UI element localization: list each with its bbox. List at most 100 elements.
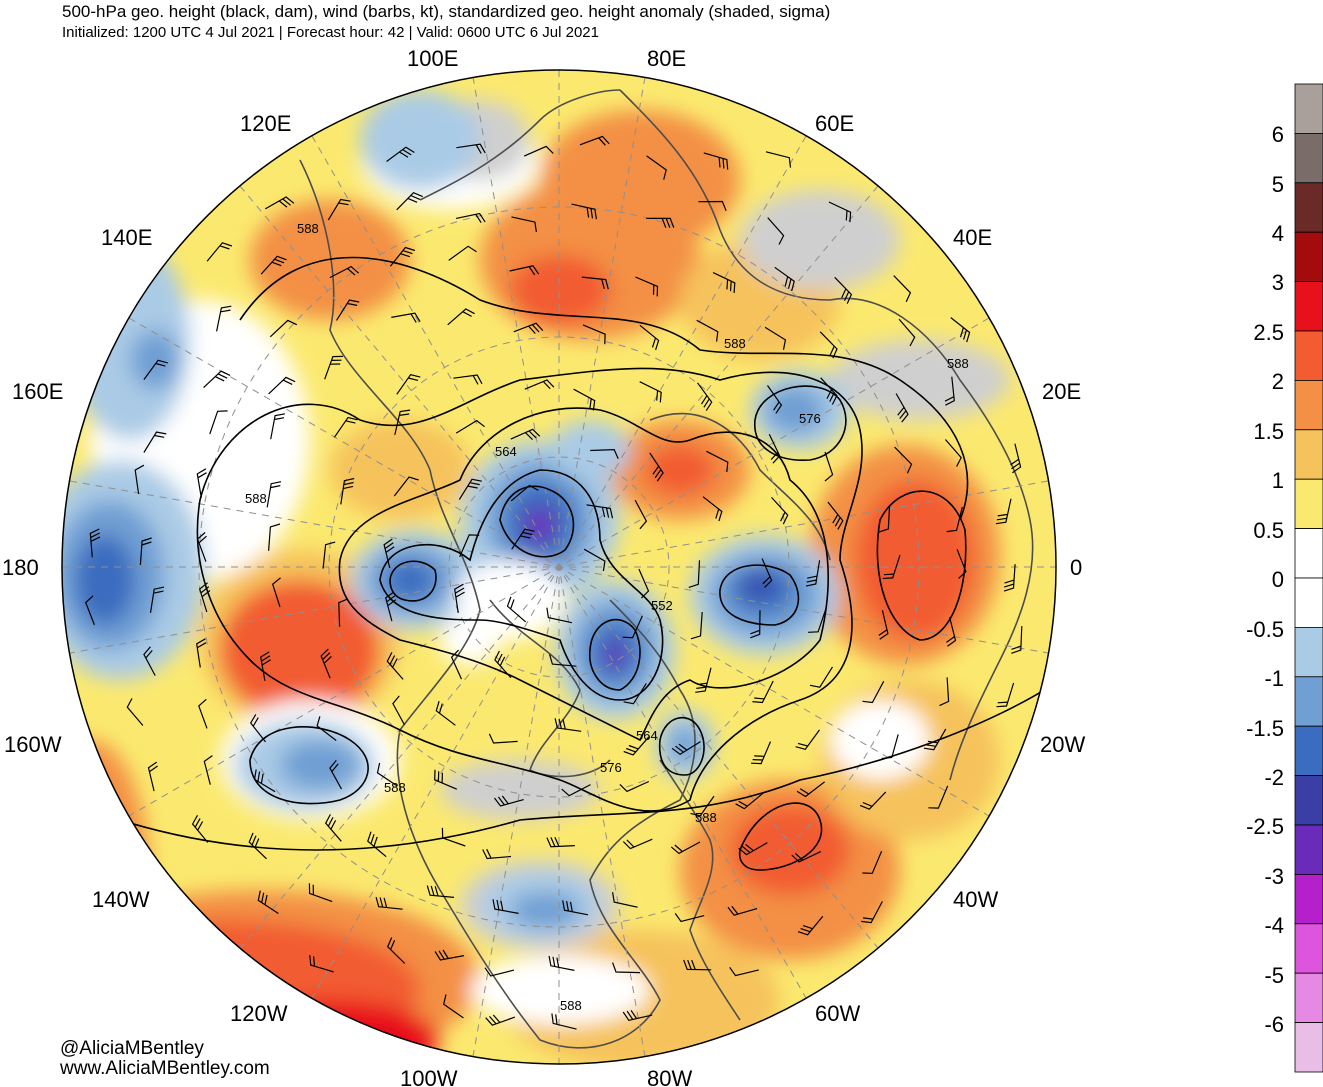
wind-barb — [690, 795, 715, 817]
longitude-label: 100E — [407, 46, 458, 71]
wind-barb — [882, 554, 901, 580]
wind-barb — [329, 760, 343, 790]
wind-barb — [253, 769, 276, 793]
wind-barb — [878, 610, 889, 640]
wind-barb — [638, 568, 650, 599]
wind-barb — [322, 541, 336, 569]
longitude-label: 0 — [1070, 555, 1082, 580]
wind-barb — [1003, 564, 1016, 592]
wind-barb — [828, 201, 852, 223]
colorbar-swatch — [1294, 725, 1323, 777]
wind-barb — [216, 305, 232, 332]
wind-barb — [455, 212, 486, 224]
wind-barb — [367, 831, 387, 858]
wind-barb — [396, 191, 423, 211]
wind-barb — [450, 649, 463, 680]
contour-label: 588 — [384, 780, 406, 795]
wind-barb — [270, 413, 286, 440]
wind-barb — [579, 135, 610, 146]
map-boundary — [61, 69, 1057, 1065]
wind-barb — [269, 319, 298, 338]
colorbar-tick-label: -4 — [1264, 913, 1284, 938]
wind-barb — [571, 203, 597, 220]
wind-barb — [203, 370, 231, 389]
wind-barb — [809, 666, 834, 688]
wind-barb — [808, 608, 827, 633]
wind-barb — [149, 586, 165, 613]
contour-label: 576 — [600, 760, 622, 775]
wind-barb — [396, 374, 421, 395]
wind-barb — [266, 481, 282, 508]
contour-label: 576 — [799, 411, 821, 426]
longitude-label: 40E — [953, 225, 992, 250]
map-subtitle: Initialized: 1200 UTC 4 Jul 2021 | Forec… — [62, 24, 599, 41]
wind-barb — [581, 276, 609, 290]
wind-barb — [196, 532, 207, 562]
wind-barb — [386, 937, 406, 964]
wind-barb — [494, 650, 512, 679]
wind-barb — [389, 246, 416, 267]
wind-barb — [562, 900, 589, 916]
wind-barb — [426, 885, 455, 898]
longitude-label: 60W — [815, 1001, 860, 1026]
wind-barb — [376, 762, 398, 787]
wind-barb — [623, 736, 650, 756]
wind-barb — [586, 504, 614, 519]
wind-barb — [375, 896, 403, 910]
wind-barb — [827, 501, 844, 530]
wind-barb — [583, 548, 606, 572]
wind-barb — [89, 528, 101, 558]
wind-barb — [765, 151, 792, 168]
wind-barb — [862, 681, 885, 704]
wind-barb — [198, 698, 208, 729]
wind-barb — [622, 1009, 653, 1021]
wind-barb — [898, 318, 916, 347]
wind-barb — [523, 145, 554, 157]
wind-barb — [894, 446, 913, 474]
wind-barb — [511, 216, 537, 233]
wind-barb — [383, 538, 395, 569]
wind-barb — [206, 242, 233, 262]
colorbar-swatch — [1294, 972, 1323, 1024]
wind-barb — [265, 196, 295, 210]
wind-barb — [454, 583, 465, 613]
colorbar-tick-label: 1 — [1272, 468, 1284, 493]
colorbar-tick-label: -2.5 — [1246, 814, 1284, 839]
wind-barb — [546, 607, 573, 624]
longitude-label: 160E — [12, 379, 63, 404]
credit-website[interactable]: www.AliciaMBentley.com — [60, 1058, 270, 1079]
wind-barb — [688, 560, 701, 588]
wind-barb — [646, 217, 675, 228]
wind-barb — [511, 528, 535, 550]
wind-barb — [272, 577, 281, 608]
wind-barb — [878, 504, 891, 533]
wind-barb — [492, 899, 519, 914]
wind-barb — [767, 385, 783, 414]
colorbar-swatch — [1294, 577, 1323, 628]
colorbar-swatch — [1294, 923, 1323, 974]
wind-barb — [260, 651, 271, 681]
colorbar-swatch — [1294, 874, 1323, 925]
colorbar-swatch — [1294, 775, 1323, 826]
wind-barb — [456, 143, 486, 154]
wind-barb — [861, 901, 883, 924]
wind-barb — [435, 701, 456, 726]
wind-barb — [448, 245, 477, 261]
colorbar-tick-label: 1.5 — [1253, 419, 1284, 444]
colorbar: 6 5 4 3 2.5 2 1.5 1 0.5 0 -0.5 -1 -1.5 -… — [1246, 83, 1323, 1073]
wind-barb — [459, 534, 480, 558]
wind-barb — [683, 959, 712, 971]
longitude-labels: 100E 80E 120E 60E 140E 40E 160E 20E 180 … — [2, 46, 1085, 1087]
longitude-label: 60E — [815, 111, 854, 136]
colorbar-swatch — [1294, 824, 1323, 875]
longitude-label: 140E — [101, 225, 152, 250]
wind-barb — [548, 955, 575, 971]
wind-barb — [791, 851, 822, 863]
longitude-label: 100W — [400, 1066, 458, 1087]
contour-label: 552 — [651, 598, 673, 613]
colorbar-tick-label: 6 — [1272, 122, 1284, 147]
colorbar-tick-label: 0 — [1272, 567, 1284, 592]
wind-barb — [143, 646, 156, 676]
wind-barb — [329, 265, 359, 279]
